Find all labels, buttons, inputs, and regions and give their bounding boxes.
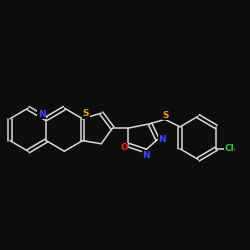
Text: N: N <box>142 150 150 160</box>
Text: N: N <box>158 136 166 144</box>
Text: N: N <box>38 110 46 119</box>
Text: Cl: Cl <box>224 144 234 153</box>
Text: O: O <box>120 143 128 152</box>
Text: S: S <box>83 109 89 118</box>
Text: S: S <box>162 110 169 120</box>
